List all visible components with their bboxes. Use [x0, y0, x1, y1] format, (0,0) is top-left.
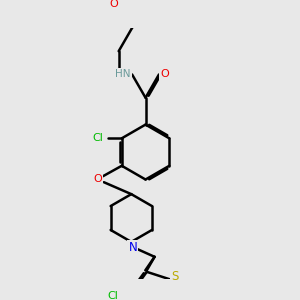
- Text: O: O: [94, 174, 102, 184]
- Text: Cl: Cl: [93, 133, 104, 143]
- Text: N: N: [128, 242, 137, 254]
- Text: O: O: [109, 0, 118, 9]
- Text: HN: HN: [116, 69, 131, 79]
- Text: O: O: [160, 70, 169, 80]
- Text: Cl: Cl: [107, 291, 118, 300]
- Text: S: S: [171, 270, 178, 283]
